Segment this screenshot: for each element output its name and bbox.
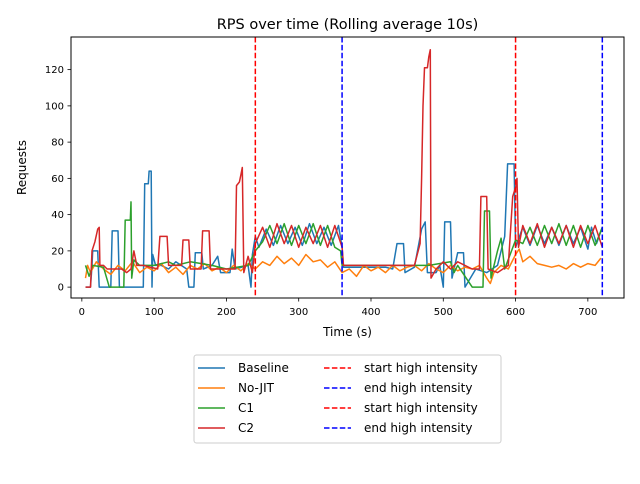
series-line-no-jit <box>84 248 602 285</box>
x-axis-ticks: 0 100 200 300 400 500 600 700 <box>79 298 597 318</box>
x-tick-label: 200 <box>217 307 236 318</box>
y-axis-ticks: 0 20 40 60 80 100 120 <box>45 65 71 294</box>
x-axis-label: Time (s) <box>322 325 372 339</box>
x-tick-label: 700 <box>578 307 597 318</box>
x-tick-label: 600 <box>506 307 525 318</box>
y-tick-label: 0 <box>58 283 64 294</box>
y-tick-label: 80 <box>51 138 64 149</box>
legend-label: No-JIT <box>238 381 275 395</box>
legend-label: end high intensity <box>364 421 472 435</box>
legend-box <box>193 354 502 444</box>
legend: Baseline No-JIT C1 C2 start high intensity en… <box>193 354 502 444</box>
chart-title: RPS over time (Rolling average 10s) <box>217 17 479 33</box>
x-tick-label: 400 <box>361 307 380 318</box>
legend-label: end high intensity <box>364 381 472 395</box>
series-line-c2 <box>85 48 604 288</box>
x-tick-label: 500 <box>434 307 453 318</box>
legend-label: start high intensity <box>364 401 478 415</box>
series-line-c1 <box>84 201 603 288</box>
series-line-baseline <box>85 163 604 288</box>
x-tick-label: 100 <box>145 307 164 318</box>
legend-label: C1 <box>238 401 254 415</box>
legend-label: C2 <box>238 421 254 435</box>
x-tick-label: 0 <box>79 307 85 318</box>
x-tick-label: 300 <box>289 307 308 318</box>
legend-label: Baseline <box>238 361 289 375</box>
y-tick-label: 40 <box>51 210 64 221</box>
y-tick-label: 100 <box>45 101 64 112</box>
y-tick-label: 60 <box>51 174 64 185</box>
plot-frame <box>70 36 625 299</box>
y-tick-label: 120 <box>45 65 64 76</box>
y-axis-label: Requests <box>15 140 29 195</box>
plot-lines <box>84 37 604 298</box>
y-tick-label: 20 <box>51 246 64 257</box>
legend-label: start high intensity <box>364 361 478 375</box>
